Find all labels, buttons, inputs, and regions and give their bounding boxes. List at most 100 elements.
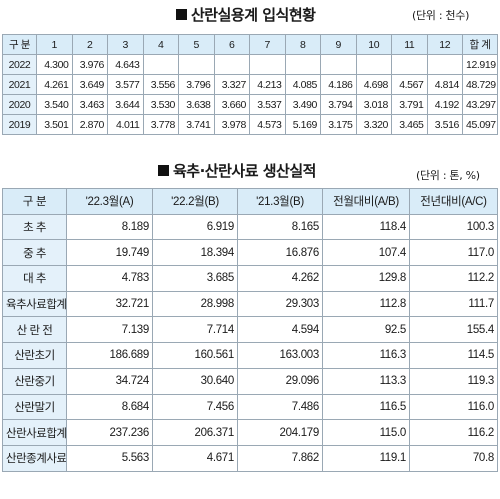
table-cell: 4.783 [66, 265, 153, 292]
table-cell: 3.320 [355, 114, 392, 135]
row-label: 2019 [2, 114, 37, 135]
row-label: 중 추 [2, 239, 67, 267]
table-row: 대 추 4.783 3.685 4.262 129.8 112.2 [2, 265, 498, 292]
table-cell [249, 54, 286, 75]
table-cell: 48.729 [462, 74, 498, 95]
table-cell: 34.724 [66, 367, 153, 395]
table1-header-cell: 합 계 [462, 34, 498, 55]
table-cell: 117.0 [409, 239, 498, 267]
table-cell: 70.8 [409, 444, 498, 472]
table1-body: 2022 4.300 3.976 4.643 12.919 2021 4.261 3.649 3… [2, 54, 498, 135]
table-cell: 4.698 [355, 74, 392, 95]
table-cell: 7.456 [152, 393, 238, 421]
table2-title-text: 육추·산란사료 생산실적 [173, 162, 316, 180]
row-label: 초 추 [2, 213, 67, 241]
table1-header-cell: 5 [178, 34, 215, 55]
table2-title: 육추·산란사료 생산실적 [158, 160, 316, 181]
row-label: 산란종계사료 [2, 444, 67, 472]
table-cell: 116.2 [409, 419, 498, 446]
table2-header-cell: '21.3월(B) [237, 188, 323, 215]
row-label: 2020 [2, 94, 37, 115]
table-cell: 111.7 [409, 290, 498, 318]
table-cell: 3.660 [213, 94, 250, 115]
table-cell: 3.638 [178, 94, 215, 115]
table-row: 산란종계사료 5.563 4.671 7.862 119.1 70.8 [2, 444, 498, 472]
table-row: 2022 4.300 3.976 4.643 12.919 [2, 54, 498, 75]
table-row: 2021 4.261 3.649 3.577 3.556 3.796 3.327 4.213 4… [2, 74, 498, 95]
table-cell [426, 54, 463, 75]
table-cell: 45.097 [462, 114, 498, 135]
table-cell: 3.741 [178, 114, 215, 135]
table-row: 육추사료합계 32.721 28.998 29.303 112.8 111.7 [2, 290, 498, 318]
table2-header-cell: 전년대비(A/C) [409, 188, 498, 215]
table1-header-cell: 구 분 [2, 34, 37, 55]
table1-header-cell: 2 [71, 34, 108, 55]
table-cell: 3.978 [213, 114, 250, 135]
table-cell: 30.640 [152, 367, 238, 395]
table1-header-cell: 3 [107, 34, 144, 55]
table-cell: 129.8 [322, 265, 410, 292]
table1-header-cell: 1 [36, 34, 73, 55]
table-cell: 3.796 [178, 74, 215, 95]
table-cell: 7.139 [66, 316, 153, 344]
table-cell: 4.594 [237, 316, 323, 344]
table-row: 산란사료합계 237.236 206.371 204.179 115.0 116.2 [2, 419, 498, 446]
chick-placement-table: 구 분 1 2 3 4 5 6 7 8 9 10 11 12 합 계 2022 4.300 3.976 4.64… [2, 34, 498, 135]
table1-header-cell: 10 [355, 34, 392, 55]
table-cell: 18.394 [152, 239, 238, 267]
table-cell: 7.486 [237, 393, 323, 421]
row-label: 산 란 전 [2, 316, 67, 344]
table-cell: 3.530 [142, 94, 179, 115]
table-cell: 16.876 [237, 239, 323, 267]
row-label: 대 추 [2, 265, 67, 292]
table-cell: 4.671 [152, 444, 238, 472]
table-cell: 116.5 [322, 393, 410, 421]
square-bullet-icon [158, 165, 169, 176]
table-cell: 5.169 [284, 114, 321, 135]
table1-header-cell: 12 [426, 34, 463, 55]
table2-header-cell: 전월대비(A/B) [322, 188, 410, 215]
table-cell: 4.814 [426, 74, 463, 95]
table-cell: 3.685 [152, 265, 238, 292]
table2-header-row: 구 분 '22.3월(A) '22.2월(B) '21.3월(B) 전월대비(A/B) 전… [2, 188, 498, 215]
table-cell: 3.018 [355, 94, 392, 115]
table1-header-cell: 11 [391, 34, 428, 55]
table-cell: 8.684 [66, 393, 153, 421]
table-cell: 3.463 [71, 94, 108, 115]
table-cell: 92.5 [322, 316, 410, 344]
table-cell: 116.0 [409, 393, 498, 421]
table1-title-text: 산란실용계 입식현황 [191, 6, 316, 24]
table1-header-row: 구 분 1 2 3 4 5 6 7 8 9 10 11 12 합 계 [2, 34, 498, 55]
row-label: 2021 [2, 74, 37, 95]
row-label: 산란사료합계 [2, 419, 67, 446]
table-cell: 32.721 [66, 290, 153, 318]
table-cell: 2.870 [71, 114, 108, 135]
table-cell: 3.537 [249, 94, 286, 115]
table-cell: 4.192 [426, 94, 463, 115]
table2-header-cell: 구 분 [2, 188, 67, 215]
table-cell: 3.577 [107, 74, 144, 95]
table-cell: 118.4 [322, 213, 410, 241]
table-cell: 19.749 [66, 239, 153, 267]
table-cell: 43.297 [462, 94, 498, 115]
table-cell: 163.003 [237, 342, 323, 369]
table-cell: 113.3 [322, 367, 410, 395]
table-cell: 186.689 [66, 342, 153, 369]
table-cell: 6.919 [152, 213, 238, 241]
table-cell: 3.649 [71, 74, 108, 95]
table-cell: 4.085 [284, 74, 321, 95]
table-cell: 107.4 [322, 239, 410, 267]
table-cell: 114.5 [409, 342, 498, 369]
table2-header-cell: '22.3월(A) [66, 188, 153, 215]
table-cell: 3.794 [320, 94, 357, 115]
table-cell: 204.179 [237, 419, 323, 446]
row-label: 육추사료합계 [2, 290, 67, 318]
table2-body: 초 추 8.189 6.919 8.165 118.4 100.3 중 추 19.749 18.… [2, 213, 498, 472]
table-cell: 3.791 [391, 94, 428, 115]
table-cell: 4.011 [107, 114, 144, 135]
table-row: 2019 3.501 2.870 4.011 3.778 3.741 3.978 4.573 5… [2, 114, 498, 135]
table-cell: 3.540 [36, 94, 73, 115]
table1-unit: (단위 : 천수) [412, 9, 470, 22]
table-cell: 4.573 [249, 114, 286, 135]
table-cell [142, 54, 179, 75]
